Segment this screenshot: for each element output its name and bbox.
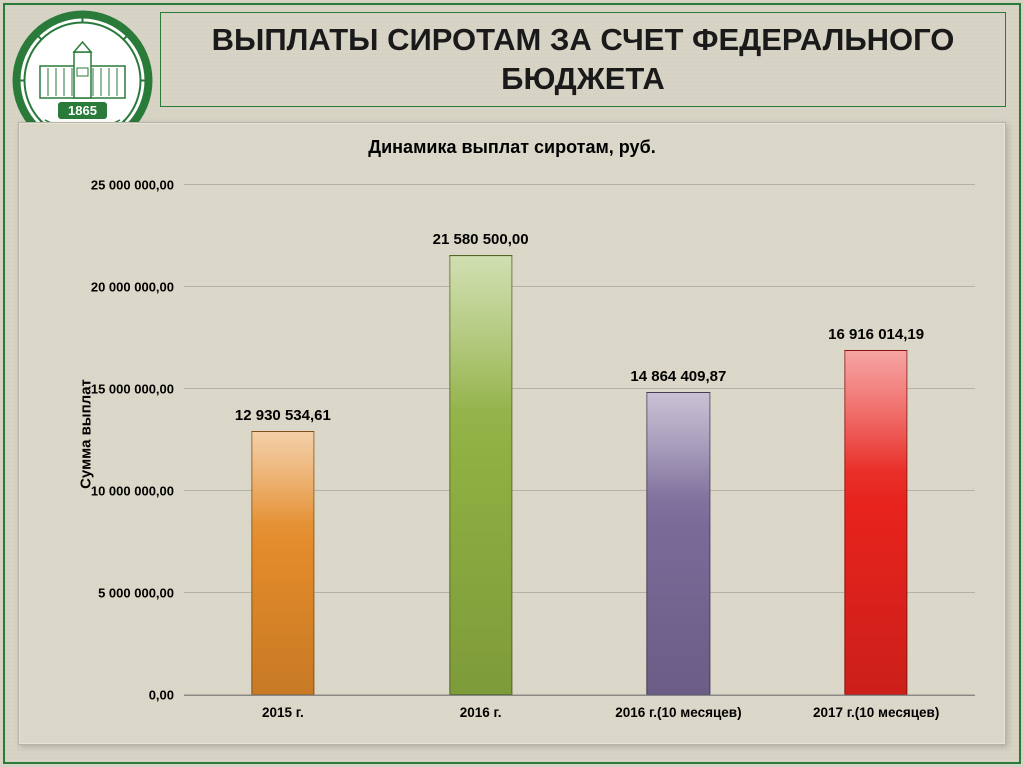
bar-highlight bbox=[252, 432, 313, 524]
bar-group: 14 864 409,872016 г.(10 месяцев) bbox=[580, 185, 778, 695]
header-panel: ВЫПЛАТЫ СИРОТАМ ЗА СЧЕТ ФЕДЕРАЛЬНОГО БЮД… bbox=[160, 12, 1006, 107]
x-axis-label: 2015 г. bbox=[184, 695, 382, 720]
y-tick-label: 20 000 000,00 bbox=[91, 280, 184, 295]
bar-highlight bbox=[845, 351, 906, 471]
bar-highlight bbox=[450, 256, 511, 409]
y-tick-label: 10 000 000,00 bbox=[91, 484, 184, 499]
plot-area: 0,005 000 000,0010 000 000,0015 000 000,… bbox=[184, 185, 975, 696]
bar-value-label: 21 580 500,00 bbox=[433, 231, 529, 256]
chart-panel: Динамика выплат сиротам, руб. Сумма выпл… bbox=[18, 122, 1006, 745]
y-tick-label: 0,00 bbox=[149, 688, 184, 703]
x-axis-label: 2016 г. bbox=[382, 695, 580, 720]
bar-group: 12 930 534,612015 г. bbox=[184, 185, 382, 695]
bar-group: 21 580 500,002016 г. bbox=[382, 185, 580, 695]
page-title: ВЫПЛАТЫ СИРОТАМ ЗА СЧЕТ ФЕДЕРАЛЬНОГО БЮД… bbox=[181, 21, 985, 99]
bar: 16 916 014,19 bbox=[844, 350, 907, 695]
bar-value-label: 12 930 534,61 bbox=[235, 407, 331, 432]
x-axis-label: 2017 г.(10 месяцев) bbox=[777, 695, 975, 720]
logo-year: 1865 bbox=[68, 103, 97, 118]
chart-title: Динамика выплат сиротам, руб. bbox=[19, 137, 1005, 158]
bar: 14 864 409,87 bbox=[647, 392, 710, 695]
bar-group: 16 916 014,192017 г.(10 месяцев) bbox=[777, 185, 975, 695]
bar-value-label: 14 864 409,87 bbox=[630, 368, 726, 393]
bar: 21 580 500,00 bbox=[449, 255, 512, 695]
bar-highlight bbox=[648, 393, 709, 498]
y-tick-label: 25 000 000,00 bbox=[91, 178, 184, 193]
y-tick-label: 5 000 000,00 bbox=[98, 586, 184, 601]
bar-value-label: 16 916 014,19 bbox=[828, 326, 924, 351]
y-tick-label: 15 000 000,00 bbox=[91, 382, 184, 397]
bar: 12 930 534,61 bbox=[251, 431, 314, 695]
x-axis-label: 2016 г.(10 месяцев) bbox=[580, 695, 778, 720]
